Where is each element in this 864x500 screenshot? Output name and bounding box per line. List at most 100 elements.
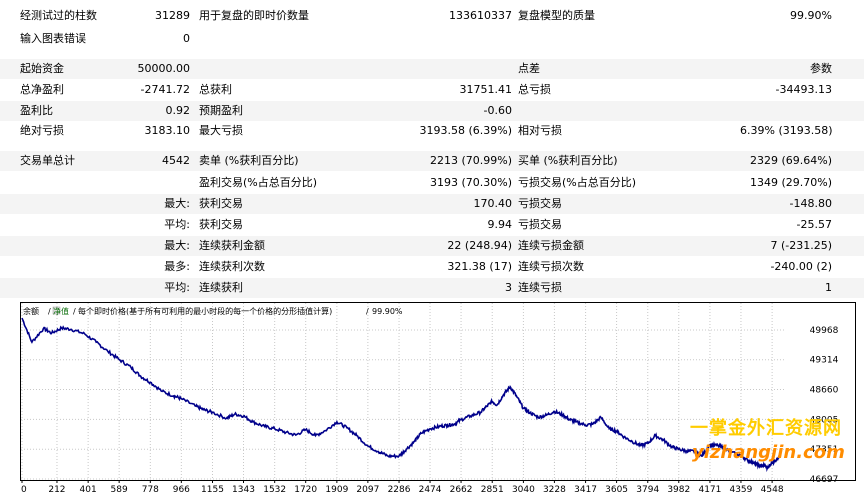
total-trades-label: 交易单总计 bbox=[20, 154, 75, 167]
x-tick-label: 778 bbox=[142, 485, 159, 492]
report-row: 绝对亏损 3183.10 最大亏损 3193.58 (6.39%) 相对亏损 6… bbox=[0, 121, 864, 141]
report-row: 总净盈利 -2741.72 总获利 31751.41 总亏损 -34493.13 bbox=[0, 80, 864, 100]
ticks-modelled-value: 133610337 bbox=[449, 9, 512, 22]
x-tick-label: 401 bbox=[80, 485, 97, 492]
average-profit-trade-value: 9.94 bbox=[487, 218, 513, 231]
average-profit-trade-label: 获利交易 bbox=[199, 218, 243, 231]
x-tick-label: 1532 bbox=[263, 485, 286, 492]
total-trades-value: 4542 bbox=[162, 154, 190, 167]
x-tick-label: 1155 bbox=[201, 485, 224, 492]
maximum-prefix: 最大: bbox=[164, 239, 190, 252]
x-tick-label: 2851 bbox=[481, 485, 504, 492]
initial-deposit-value: 50000.00 bbox=[137, 62, 191, 75]
maximal-drawdown-value: 3193.58 (6.39%) bbox=[419, 124, 512, 137]
avg-consecutive-wins-label: 连续获利 bbox=[199, 281, 243, 294]
x-tick-label: 1720 bbox=[294, 485, 317, 492]
long-positions-label: 买单 (%获利百分比) bbox=[518, 154, 618, 167]
header-sep1: / bbox=[73, 307, 76, 316]
largest-prefix: 最大: bbox=[164, 197, 190, 210]
header-quality: 99.90% bbox=[372, 307, 403, 316]
profit-factor-label: 盈利比 bbox=[20, 104, 53, 117]
x-tick-label: 3605 bbox=[605, 485, 628, 492]
short-positions-value: 2213 (70.99%) bbox=[429, 154, 512, 167]
balance-series-line bbox=[21, 317, 782, 473]
avg-consecutive-losses-label: 连续亏损 bbox=[518, 281, 562, 294]
modelling-quality-value: 99.90% bbox=[790, 9, 832, 22]
report-row: 最大: 连续获利金额 22 (248.94) 连续亏损金额 7 (-231.25… bbox=[0, 236, 864, 256]
y-tick-label: 48660 bbox=[810, 386, 839, 396]
x-tick-label: 966 bbox=[173, 485, 190, 492]
y-tick-label: 49314 bbox=[810, 356, 839, 366]
average-prefix: 平均: bbox=[164, 218, 190, 231]
spread-label: 点差 bbox=[518, 62, 540, 75]
header-sep2: / bbox=[366, 307, 369, 316]
report-row: 交易单总计 4542 卖单 (%获利百分比) 2213 (70.99%) 买单 … bbox=[0, 151, 864, 171]
x-tick-label: 589 bbox=[111, 485, 128, 492]
ticks-modelled-label: 用于复盘的即时价数量 bbox=[199, 9, 309, 22]
y-tick-label: 46697 bbox=[810, 475, 839, 485]
y-tick-label: 47351 bbox=[810, 445, 839, 455]
expected-payoff-value: -0.60 bbox=[483, 104, 512, 117]
chart-grid bbox=[21, 303, 784, 480]
legend-balance: 余额 bbox=[23, 306, 39, 316]
x-tick-label: 3982 bbox=[667, 485, 690, 492]
chart-frame bbox=[20, 302, 856, 481]
avg-consecutive-losses-value: 1 bbox=[825, 281, 832, 294]
gross-profit-value: 31751.41 bbox=[459, 83, 513, 96]
largest-loss-trade-value: -148.80 bbox=[789, 197, 832, 210]
maximal-prefix: 最多: bbox=[164, 260, 190, 273]
report-row: 最大: 获利交易 170.40 亏损交易 -148.80 bbox=[0, 194, 864, 214]
expected-payoff-label: 预期盈利 bbox=[199, 104, 243, 117]
max-consecutive-wins-label: 连续获利金额 bbox=[199, 239, 265, 252]
mismatched-errors-label: 输入图表错误 bbox=[20, 32, 86, 45]
short-positions-label: 卖单 (%获利百分比) bbox=[199, 154, 299, 167]
average-loss-trade-value: -25.57 bbox=[796, 218, 832, 231]
x-tick-label: 2474 bbox=[419, 485, 442, 492]
legend-deal: 净值 bbox=[53, 306, 69, 316]
relative-drawdown-label: 相对亏损 bbox=[518, 124, 562, 137]
maximal-consecutive-profit-label: 连续获利次数 bbox=[199, 260, 265, 273]
x-tick-label: 212 bbox=[48, 485, 65, 492]
y-tick-label: 49968 bbox=[810, 326, 839, 336]
largest-loss-trade-label: 亏损交易 bbox=[518, 197, 562, 210]
maximal-consecutive-loss-label: 连续亏损次数 bbox=[518, 260, 584, 273]
avg-prefix: 平均: bbox=[164, 281, 190, 294]
x-tick-label: 1343 bbox=[232, 485, 255, 492]
largest-profit-trade-label: 获利交易 bbox=[199, 197, 243, 210]
total-net-profit-value: -2741.72 bbox=[140, 83, 190, 96]
report-row: 经测试过的柱数 31289 用于复盘的即时价数量 133610337 复盘模型的… bbox=[0, 6, 864, 26]
x-tick-label: 2097 bbox=[356, 485, 379, 492]
absolute-drawdown-value: 3183.10 bbox=[144, 124, 191, 137]
average-loss-trade-label: 亏损交易 bbox=[518, 218, 562, 231]
max-consecutive-wins-value: 22 (248.94) bbox=[447, 239, 512, 252]
total-net-profit-label: 总净盈利 bbox=[20, 83, 64, 96]
avg-consecutive-wins-value: 3 bbox=[505, 281, 512, 294]
x-tick-label: 3228 bbox=[543, 485, 566, 492]
x-tick-label: 0 bbox=[21, 485, 27, 492]
x-tick-label: 2286 bbox=[388, 485, 411, 492]
profit-trades-label: 盈利交易(%占总百分比) bbox=[199, 176, 318, 189]
modelling-quality-label: 复盘模型的质量 bbox=[518, 9, 595, 22]
x-tick-label: 2662 bbox=[450, 485, 473, 492]
initial-deposit-label: 起始资金 bbox=[20, 62, 64, 75]
relative-drawdown-value: 6.39% (3193.58) bbox=[740, 124, 833, 137]
report-row: 起始资金 50000.00 点差 参数 bbox=[0, 59, 864, 79]
header-description: 每个即时价格(基于所有可利用的最小时段的每一个价格的分形插值计算) bbox=[78, 306, 332, 316]
x-tick-label: 4359 bbox=[729, 485, 752, 492]
report-row: 输入图表错误 0 bbox=[0, 29, 864, 49]
profit-factor-value: 0.92 bbox=[165, 104, 191, 117]
report-row: 最多: 连续获利次数 321.38 (17) 连续亏损次数 -240.00 (2… bbox=[0, 257, 864, 277]
x-tick-label: 1909 bbox=[325, 485, 348, 492]
report-row: 平均: 获利交易 9.94 亏损交易 -25.57 bbox=[0, 215, 864, 235]
gross-profit-label: 总获利 bbox=[199, 83, 232, 96]
watermark-line2: yizhangjin.com bbox=[692, 442, 845, 463]
legend-sep: / bbox=[48, 307, 51, 316]
profit-trades-value: 3193 (70.30%) bbox=[429, 176, 512, 189]
balance-chart: 0 212 401 589 778 966 1155 1343 1532 1720 1909 2097… bbox=[20, 302, 856, 492]
legend-deal-swatch bbox=[52, 306, 61, 315]
long-positions-value: 2329 (69.64%) bbox=[749, 154, 832, 167]
loss-trades-label: 亏损交易(%占总百分比) bbox=[518, 176, 637, 189]
max-consecutive-losses-value: 7 (-231.25) bbox=[770, 239, 832, 252]
x-tick-label: 4548 bbox=[761, 485, 784, 492]
chart-header: 余额 / 净值 / 每个即时价格(基于所有可利用的最小时段的每一个价格的分形插值… bbox=[23, 306, 403, 316]
